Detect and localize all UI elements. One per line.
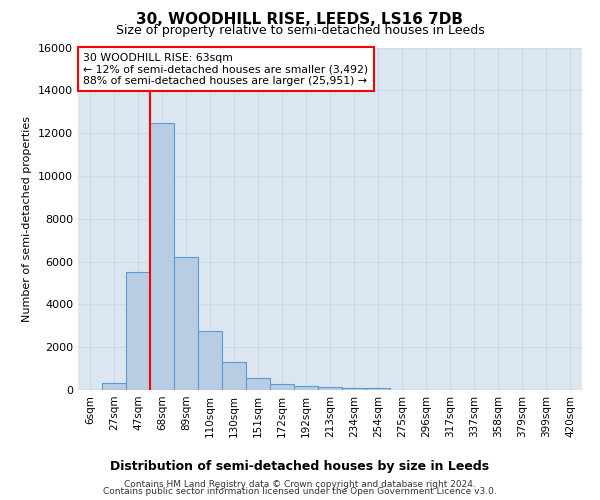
Y-axis label: Number of semi-detached properties: Number of semi-detached properties: [22, 116, 32, 322]
Bar: [198, 331, 222, 390]
Text: Contains HM Land Registry data © Crown copyright and database right 2024.: Contains HM Land Registry data © Crown c…: [124, 480, 476, 489]
Bar: [150, 124, 174, 390]
Bar: [318, 387, 342, 390]
Bar: [342, 388, 366, 390]
Bar: [102, 383, 126, 390]
Bar: [270, 384, 294, 390]
Bar: [222, 362, 246, 390]
Bar: [126, 272, 150, 390]
Text: Size of property relative to semi-detached houses in Leeds: Size of property relative to semi-detach…: [116, 24, 484, 37]
Text: 30 WOODHILL RISE: 63sqm
← 12% of semi-detached houses are smaller (3,492)
88% of: 30 WOODHILL RISE: 63sqm ← 12% of semi-de…: [83, 52, 368, 86]
Bar: [366, 388, 390, 390]
Text: Contains public sector information licensed under the Open Government Licence v3: Contains public sector information licen…: [103, 488, 497, 496]
Text: Distribution of semi-detached houses by size in Leeds: Distribution of semi-detached houses by …: [110, 460, 490, 473]
Bar: [174, 258, 198, 390]
Bar: [246, 378, 270, 390]
Bar: [294, 386, 318, 390]
Text: 30, WOODHILL RISE, LEEDS, LS16 7DB: 30, WOODHILL RISE, LEEDS, LS16 7DB: [137, 12, 464, 28]
